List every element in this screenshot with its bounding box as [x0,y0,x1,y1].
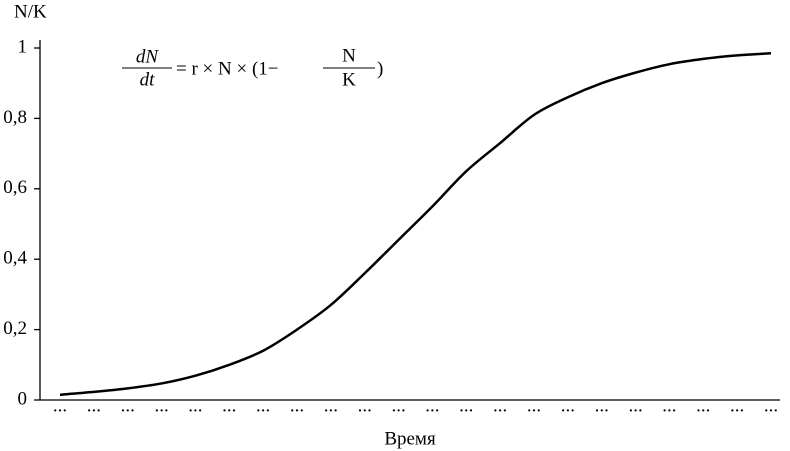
formula-text: = r × N × (1− [176,58,279,79]
x-tick-label: ... [628,395,642,416]
x-axis-label: Время [384,428,436,449]
y-axis-label: N/K [14,1,47,22]
y-tick-label: 0,6 [3,177,27,198]
x-tick-label: ... [87,395,101,416]
x-tick-label: ... [425,395,439,416]
y-tick-label: 0,8 [3,107,27,128]
x-tick-label: ... [493,395,507,416]
x-tick-label: ... [391,395,405,416]
x-tick-label: ... [527,395,541,416]
y-tick-label: 0,2 [3,318,27,339]
x-tick-label: ... [154,395,168,416]
formula-text: ) [377,58,383,79]
x-tick-label: ... [188,395,202,416]
formula: dN dt = r × N × (1− N K ) [122,45,383,90]
formula-text: dN [136,46,160,67]
curve [59,52,772,396]
x-tick-label: ... [222,395,236,416]
y-tick-label: 1 [18,36,28,57]
y-tick-label: 0 [18,388,28,409]
x-tick-label: ... [324,395,338,416]
formula-text: K [342,69,356,90]
formula-text: dt [140,69,156,90]
x-tick-label: ... [561,395,575,416]
x-tick-label: ... [764,395,778,416]
y-tick-label: 0,4 [3,248,27,269]
x-tick-label: ... [730,395,744,416]
x-tick-label: ... [662,395,676,416]
x-tick-label: ... [358,395,372,416]
x-tick-label: ... [595,395,609,416]
x-tick-label: ... [290,395,304,416]
formula-text: N [342,45,356,66]
x-tick-label: ... [696,395,710,416]
x-tick-label: ... [459,395,473,416]
x-tick-label: ... [121,395,135,416]
x-tick-label: ... [256,395,270,416]
x-tick-label: ... [53,395,67,416]
